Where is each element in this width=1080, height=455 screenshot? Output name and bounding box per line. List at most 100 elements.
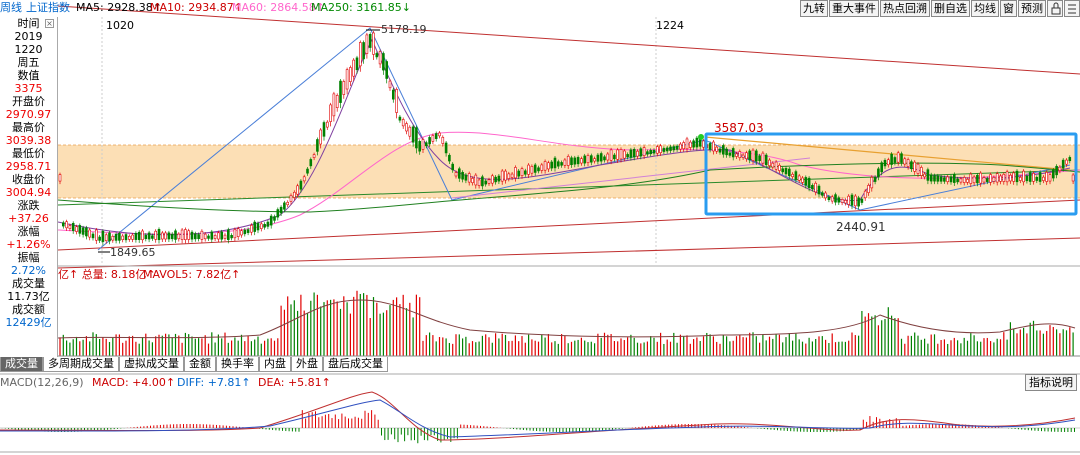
macd-bar xyxy=(635,427,637,428)
data-window-row: 2019 xyxy=(14,30,43,43)
macd-bar xyxy=(110,428,112,430)
volume-bar xyxy=(135,341,137,356)
candle-body xyxy=(867,185,870,193)
macd-bar xyxy=(100,428,102,431)
volume-bar xyxy=(877,325,879,356)
volume-bar xyxy=(504,334,507,356)
volume-bar xyxy=(1003,332,1005,356)
jiuzhuan-button[interactable]: 九转 xyxy=(800,0,828,17)
lock-icon[interactable] xyxy=(1047,0,1063,17)
macd-bar xyxy=(315,411,316,428)
data-window-row: 周五 xyxy=(17,56,40,69)
macd-bar xyxy=(608,428,610,430)
macd-bar xyxy=(394,428,396,440)
volume-bar xyxy=(933,334,936,356)
volume-bar xyxy=(396,297,398,356)
macd-bar xyxy=(275,428,277,431)
indicator-explain-button[interactable]: 指标说明 xyxy=(1025,374,1077,391)
close-icon[interactable]: × xyxy=(45,19,54,28)
candle-body xyxy=(619,149,623,160)
candle-body xyxy=(1042,176,1045,181)
candle-body xyxy=(157,229,161,241)
candle-body xyxy=(144,234,148,240)
macd-bar xyxy=(324,414,326,428)
macd-bar xyxy=(701,424,703,428)
macd-bar xyxy=(951,424,953,428)
tab-inner-volume[interactable]: 内盘 xyxy=(259,357,291,372)
volume-bar xyxy=(257,336,259,356)
macd-bar xyxy=(169,424,171,428)
moving-average-button[interactable]: 均线 xyxy=(971,0,999,17)
candle-body xyxy=(471,178,474,184)
volume-bar xyxy=(907,335,909,356)
tab-turnover[interactable]: 换手率 xyxy=(216,357,259,372)
candle-body xyxy=(65,221,68,229)
major-events-button[interactable]: 重大事件 xyxy=(829,0,879,17)
macd-bar xyxy=(262,428,264,430)
macd-bar xyxy=(397,428,399,443)
macd-bar xyxy=(1041,428,1042,432)
macd-bar xyxy=(447,428,448,439)
macd-bar xyxy=(113,428,115,430)
candle-body xyxy=(194,233,197,240)
macd-bar xyxy=(206,424,208,428)
volume-bar xyxy=(379,313,381,356)
remove-watchlist-button[interactable]: 删自选 xyxy=(931,0,970,17)
period-label[interactable]: 周线 xyxy=(0,1,22,14)
volume-bar xyxy=(950,340,952,356)
volume-bar xyxy=(148,340,150,356)
tab-virtual-volume[interactable]: 虚拟成交量 xyxy=(119,357,184,372)
tab-after-hours-volume[interactable]: 盘后成交量 xyxy=(323,357,388,372)
volume-bar xyxy=(514,335,516,356)
candle-body xyxy=(1012,172,1016,182)
volume-bar xyxy=(376,302,378,356)
macd-bar xyxy=(272,428,274,431)
macd-bar xyxy=(704,424,706,428)
volume-bar xyxy=(739,335,741,356)
candle-body xyxy=(929,174,933,182)
volume-bar xyxy=(712,336,714,356)
volume-bar xyxy=(970,333,972,356)
macd-bar xyxy=(588,428,590,432)
candle-body xyxy=(675,145,679,150)
candle-body xyxy=(636,150,639,157)
window-button[interactable]: 窗 xyxy=(1000,0,1017,17)
tab-volume[interactable]: 成交量 xyxy=(0,357,43,372)
candle-body xyxy=(276,209,280,218)
macd-bar xyxy=(179,424,181,428)
candle-body xyxy=(764,154,768,166)
volume-bar xyxy=(501,333,503,356)
hotspot-review-button[interactable]: 热点回溯 xyxy=(880,0,930,17)
volume-bar xyxy=(666,339,668,356)
menu-icon[interactable] xyxy=(1064,0,1080,17)
tab-amount[interactable]: 金额 xyxy=(184,357,216,372)
candle-body xyxy=(721,145,725,155)
volume-bar xyxy=(217,334,219,356)
macd-bar xyxy=(222,425,224,428)
candle-body xyxy=(88,229,91,238)
candle-body xyxy=(632,149,636,158)
candle-body xyxy=(114,233,118,241)
tab-outer-volume[interactable]: 外盘 xyxy=(291,357,323,372)
forecast-button[interactable]: 预测 xyxy=(1018,0,1046,17)
candle-body xyxy=(622,150,626,159)
macd-bar xyxy=(483,426,485,428)
candle-body xyxy=(886,159,890,166)
candle-body xyxy=(682,142,686,150)
candle-body xyxy=(857,197,860,207)
candle-body xyxy=(586,155,590,164)
volume-bar xyxy=(521,336,523,356)
volume-bar xyxy=(287,296,289,356)
macd-bar xyxy=(737,426,739,428)
candle-body xyxy=(946,176,950,182)
candle-body xyxy=(494,176,497,183)
tab-multi-period-volume[interactable]: 多周期成交量 xyxy=(43,357,119,372)
volume-bar xyxy=(564,335,566,356)
macd-bar xyxy=(1070,428,1072,432)
volume-bar xyxy=(765,340,767,356)
volume-bar xyxy=(716,341,718,356)
macd-bar xyxy=(912,425,914,428)
candle-body xyxy=(580,158,583,164)
macd-bar xyxy=(163,424,165,428)
